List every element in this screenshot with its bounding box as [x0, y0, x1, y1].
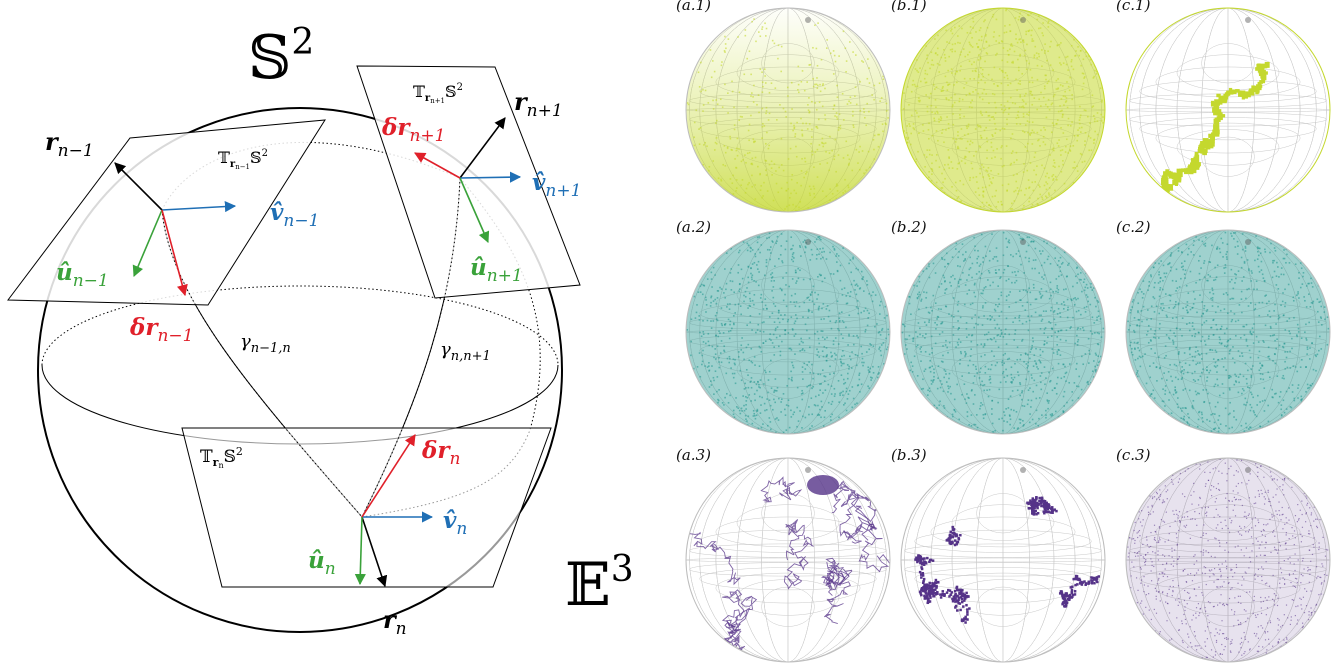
geodesic-2-front — [361, 177, 461, 518]
r-n-label: rn — [383, 605, 407, 639]
sphere-outline — [900, 229, 1106, 435]
r-next-arrow — [459, 117, 506, 179]
dr-n-arrow — [361, 434, 416, 518]
sphere-background — [686, 230, 890, 434]
tangent-plane-prev-label: 𝕋rn−1𝕊2 — [218, 148, 268, 171]
tangent-plane-n-label: 𝕋rn𝕊2 — [200, 445, 243, 470]
geodesic-1-label: γn−1,n — [240, 331, 291, 356]
pole-marker — [1245, 17, 1251, 23]
geodesic-2-label: γn,n+1 — [440, 339, 491, 364]
panel-label: (a.1) — [676, 0, 711, 14]
pole-marker — [805, 17, 811, 23]
space-label: 𝔼3 — [565, 549, 634, 620]
sphere-outline — [900, 457, 1106, 663]
pole-marker — [805, 239, 811, 245]
dr-next-arrow — [414, 152, 461, 179]
sphere-panel: (b.1) — [891, 0, 1106, 213]
sphere-panel: (b.2) — [891, 218, 1106, 435]
trajectory-uniform-dense — [1126, 230, 1330, 434]
sphere-outline — [685, 229, 891, 435]
sphere-background — [901, 230, 1105, 434]
pole-marker — [1245, 239, 1251, 245]
sphere-background — [1126, 8, 1330, 212]
trajectory-walk-lines — [688, 475, 890, 659]
r-prev-label: rn−1 — [45, 127, 94, 161]
pole-marker — [805, 467, 811, 473]
trajectory-clusters — [914, 496, 1100, 624]
sphere-outline — [1125, 229, 1331, 435]
sphere-diagram: 𝕊2 𝔼3 𝕋rn−1𝕊2 𝕋rn+1𝕊2 𝕋rn𝕊2 rn−1 rn+1 rn… — [7, 22, 634, 639]
v-next-arrow — [459, 171, 522, 183]
equator-back — [41, 285, 559, 366]
u-n-arrow — [354, 516, 366, 586]
sphere-outline — [900, 7, 1106, 213]
sphere-grid: (a.1) (b.1) (c.1) (a.2) (b.2) (c.2) (a.3) (b.3)… — [676, 0, 1331, 663]
v-n-label: v̂n — [443, 507, 467, 539]
trajectory-uniform-dense — [901, 230, 1105, 434]
r-prev-arrow — [114, 162, 163, 211]
pole-marker — [1020, 239, 1026, 245]
sphere-background — [1126, 230, 1330, 434]
r-next-label: rn+1 — [514, 87, 563, 121]
trajectory-uniform-dense — [901, 8, 1105, 212]
trajectory-bottom-heavy — [686, 8, 890, 212]
tangent-plane-next — [356, 65, 581, 299]
dr-n-label: δrn — [421, 437, 460, 469]
sphere-panel: (a.2) — [676, 218, 891, 435]
u-next-arrow — [459, 177, 490, 244]
sphere-gridlines — [901, 230, 1105, 434]
sphere-panel: (a.1) — [676, 0, 891, 213]
geodesic-1-front — [161, 209, 363, 518]
panel-label: (b.3) — [891, 446, 927, 464]
tangent-plane-prev — [7, 119, 326, 306]
panel-label: (c.1) — [1116, 0, 1151, 14]
sphere-panel: (a.3) — [676, 446, 891, 663]
sphere-gridlines — [1126, 458, 1330, 662]
panel-label: (a.2) — [676, 218, 711, 236]
panel-label: (c.3) — [1116, 446, 1151, 464]
panel-label: (b.1) — [891, 0, 927, 14]
trajectory-uniform-dense — [686, 230, 890, 434]
v-prev-arrow — [161, 200, 237, 213]
panel-label: (a.3) — [676, 446, 711, 464]
dr-next-label: δrn+1 — [381, 114, 445, 146]
r-n-arrow — [361, 516, 388, 588]
sphere-panel: (c.3) — [1116, 446, 1331, 663]
sphere-panel: (b.3) — [891, 446, 1106, 663]
dr-prev-label: δrn−1 — [129, 314, 193, 346]
panel-label: (c.2) — [1116, 218, 1151, 236]
panel-label: (b.2) — [891, 218, 927, 236]
pole-marker — [1020, 17, 1026, 23]
pole-marker — [1245, 467, 1251, 473]
v-next-label: v̂n+1 — [532, 169, 581, 201]
sphere-panel: (c.2) — [1116, 218, 1331, 435]
sphere-outline — [1125, 457, 1331, 663]
trajectory-uniform-light — [1126, 458, 1330, 662]
v-prev-label: v̂n−1 — [270, 199, 319, 231]
sphere-outline — [1125, 7, 1331, 213]
u-next-label: ûn+1 — [470, 254, 523, 286]
sphere-background — [1126, 458, 1330, 662]
tangent-plane-next-label: 𝕋rn+1𝕊2 — [413, 82, 463, 105]
sphere-label: 𝕊2 — [248, 22, 314, 93]
sphere-gridlines — [686, 230, 890, 434]
dr-prev-arrow — [161, 209, 188, 297]
sphere-outline — [685, 457, 891, 663]
u-n-label: ûn — [308, 547, 336, 579]
u-prev-label: ûn−1 — [56, 259, 109, 291]
u-prev-arrow — [132, 209, 163, 278]
sphere-gridlines — [1126, 230, 1330, 434]
pole-marker — [1020, 467, 1026, 473]
sphere-outline — [37, 107, 563, 633]
sphere-background — [686, 458, 890, 662]
sphere-panel: (c.1) — [1116, 0, 1331, 213]
sphere-outline — [685, 7, 891, 213]
